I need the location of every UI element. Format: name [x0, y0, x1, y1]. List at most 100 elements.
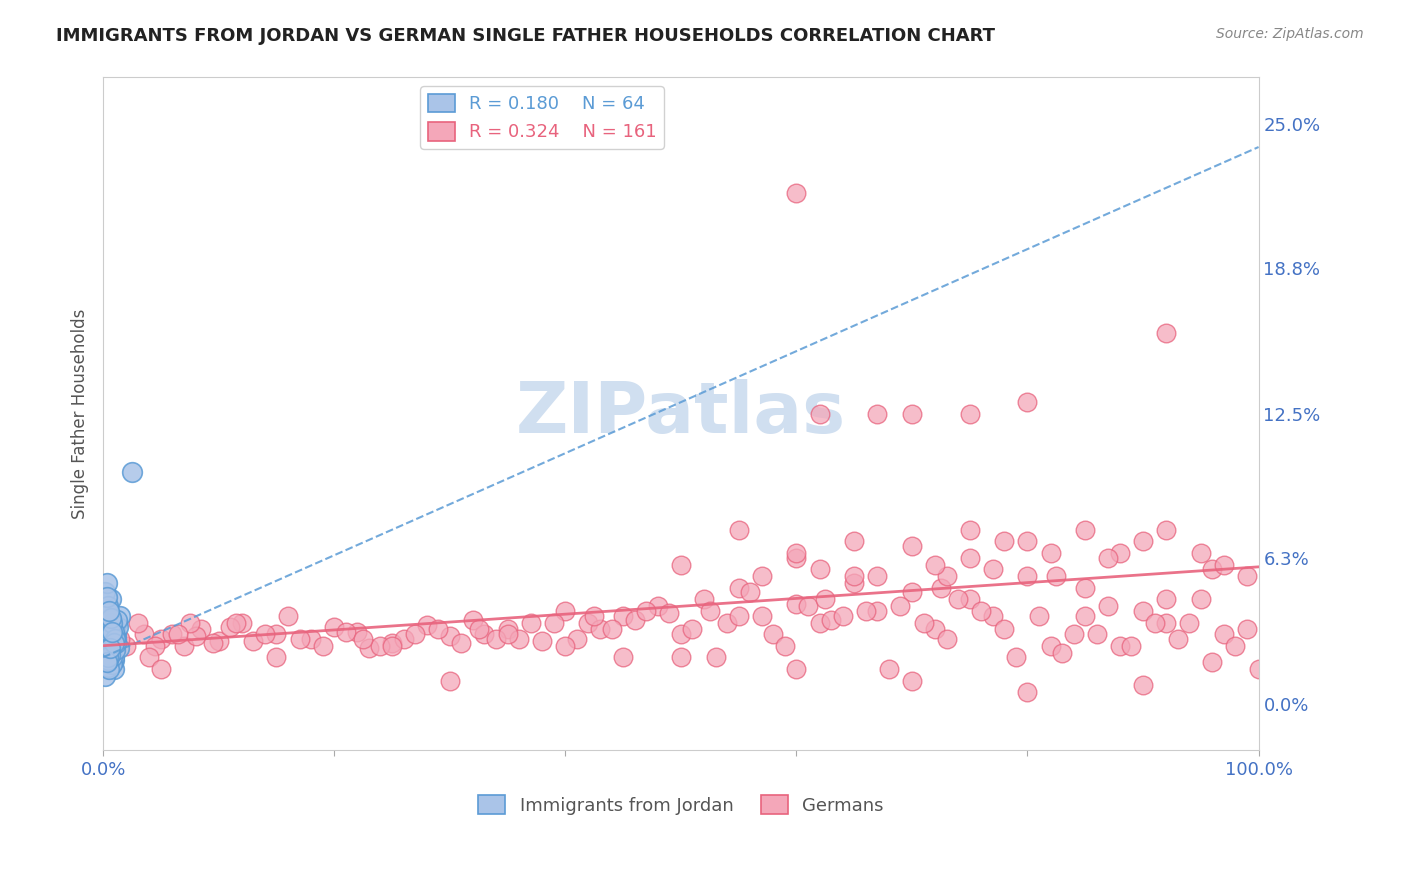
Point	[773, 639, 796, 653]
Point	[266, 627, 288, 641]
Point	[831, 608, 853, 623]
Point	[785, 546, 807, 560]
Text: ZIPatlas: ZIPatlas	[516, 379, 846, 449]
Point	[762, 627, 785, 641]
Point	[658, 606, 681, 620]
Point	[1154, 326, 1177, 340]
Point	[814, 592, 837, 607]
Point	[94, 585, 117, 599]
Point	[1201, 655, 1223, 669]
Point	[98, 632, 121, 646]
Point	[97, 599, 120, 614]
Point	[1154, 592, 1177, 607]
Point	[101, 624, 124, 639]
Point	[1017, 685, 1039, 699]
Point	[924, 623, 946, 637]
Point	[669, 627, 692, 641]
Point	[108, 640, 131, 655]
Point	[100, 611, 122, 625]
Point	[97, 650, 120, 665]
Point	[1236, 623, 1258, 637]
Point	[1143, 615, 1166, 630]
Point	[1154, 523, 1177, 537]
Point	[959, 523, 981, 537]
Point	[959, 550, 981, 565]
Point	[785, 550, 807, 565]
Point	[97, 640, 120, 655]
Point	[370, 639, 392, 653]
Point	[427, 623, 450, 637]
Point	[439, 673, 461, 688]
Point	[1063, 627, 1085, 641]
Text: IMMIGRANTS FROM JORDAN VS GERMAN SINGLE FATHER HOUSEHOLDS CORRELATION CHART: IMMIGRANTS FROM JORDAN VS GERMAN SINGLE …	[56, 27, 995, 45]
Point	[1132, 604, 1154, 618]
Point	[105, 613, 128, 627]
Point	[381, 639, 404, 653]
Point	[352, 632, 374, 646]
Point	[699, 604, 721, 618]
Point	[946, 592, 969, 607]
Point	[1189, 546, 1212, 560]
Point	[751, 608, 773, 623]
Point	[98, 636, 121, 650]
Point	[103, 636, 125, 650]
Point	[1109, 546, 1132, 560]
Point	[97, 636, 120, 650]
Point	[101, 632, 124, 646]
Point	[866, 569, 889, 583]
Point	[98, 634, 121, 648]
Point	[242, 634, 264, 648]
Point	[716, 615, 738, 630]
Point	[959, 407, 981, 421]
Point	[1225, 639, 1247, 653]
Point	[844, 534, 866, 549]
Point	[299, 632, 322, 646]
Point	[589, 623, 612, 637]
Point	[901, 539, 924, 553]
Point	[1109, 639, 1132, 653]
Point	[100, 646, 122, 660]
Point	[1039, 546, 1062, 560]
Point	[1074, 608, 1097, 623]
Point	[127, 615, 149, 630]
Point	[929, 581, 952, 595]
Point	[751, 569, 773, 583]
Point	[1074, 581, 1097, 595]
Text: Source: ZipAtlas.com: Source: ZipAtlas.com	[1216, 27, 1364, 41]
Point	[901, 407, 924, 421]
Point	[335, 624, 357, 639]
Point	[104, 634, 127, 648]
Point	[132, 627, 155, 641]
Point	[121, 465, 143, 479]
Point	[100, 648, 122, 662]
Point	[1201, 562, 1223, 576]
Point	[96, 624, 118, 639]
Point	[531, 634, 554, 648]
Point	[474, 627, 496, 641]
Point	[96, 576, 118, 591]
Point	[866, 604, 889, 618]
Point	[1213, 558, 1236, 572]
Point	[554, 639, 576, 653]
Point	[104, 627, 127, 641]
Point	[1005, 650, 1028, 665]
Point	[1132, 534, 1154, 549]
Point	[461, 613, 484, 627]
Point	[104, 632, 127, 646]
Point	[508, 632, 530, 646]
Point	[104, 632, 127, 646]
Point	[346, 624, 368, 639]
Point	[785, 597, 807, 611]
Point	[392, 632, 415, 646]
Point	[1178, 615, 1201, 630]
Point	[323, 620, 346, 634]
Point	[96, 606, 118, 620]
Point	[103, 662, 125, 676]
Point	[1213, 627, 1236, 641]
Point	[1045, 569, 1067, 583]
Point	[104, 629, 127, 643]
Point	[143, 639, 166, 653]
Point	[97, 639, 120, 653]
Point	[110, 632, 132, 646]
Point	[439, 629, 461, 643]
